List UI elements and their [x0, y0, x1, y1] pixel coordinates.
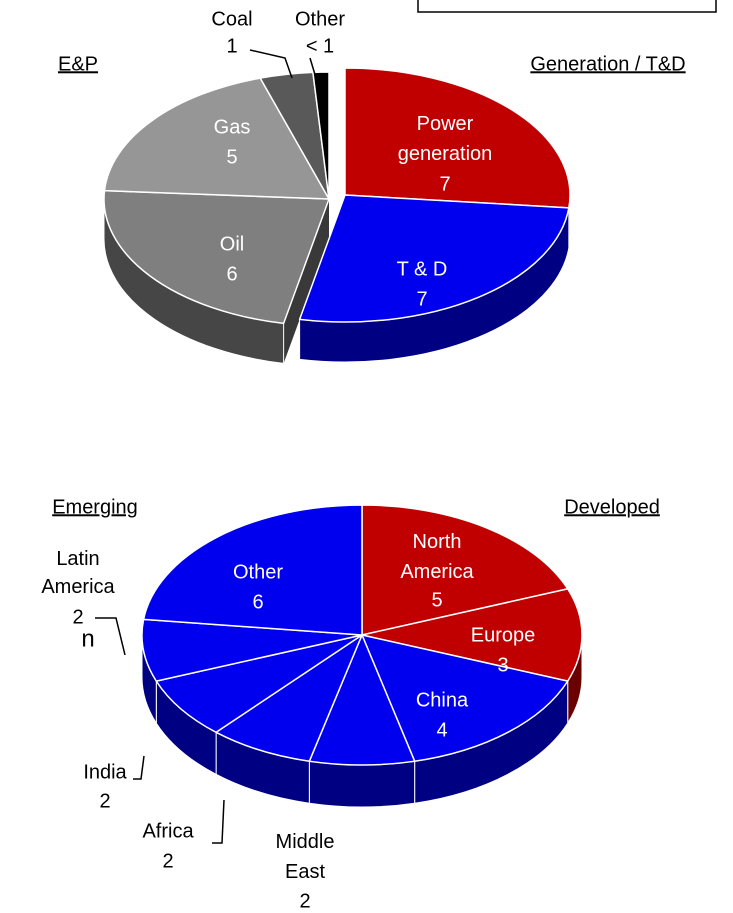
leader-line — [133, 755, 145, 780]
leader-line — [309, 57, 317, 79]
slice-label: Gas — [214, 116, 251, 138]
group-label: Developed — [564, 496, 660, 518]
value-label: 6 — [252, 591, 263, 613]
slice-label: China — [416, 689, 469, 711]
value-label: 1 — [226, 35, 237, 57]
slice — [103, 77, 330, 200]
slice-side — [308, 760, 416, 808]
slice-label: Power generation — [398, 113, 493, 165]
value-label: 2 — [99, 790, 110, 812]
legend-box — [417, 0, 717, 13]
leader-line — [249, 49, 293, 79]
slice-label: Latin America — [41, 548, 115, 598]
slice-cut — [283, 199, 329, 364]
value-label: 7 — [416, 288, 427, 310]
value-label: 3 — [497, 654, 508, 676]
slice — [142, 504, 363, 636]
slice — [298, 194, 570, 323]
value-label: 7 — [439, 173, 450, 195]
slice — [312, 71, 330, 200]
value-label: 2 — [72, 606, 83, 628]
group-label: Generation / T&D — [530, 53, 685, 75]
value-label: 4 — [436, 719, 447, 741]
leader-line — [95, 617, 126, 656]
slice — [141, 618, 363, 682]
slice — [155, 634, 363, 734]
slice — [103, 189, 330, 325]
edge-text: n — [81, 625, 94, 652]
slice-label: Coal — [211, 8, 252, 30]
group-label: E&P — [58, 53, 98, 75]
slice — [215, 634, 363, 762]
slice — [361, 588, 583, 682]
slice — [308, 634, 416, 766]
slice-label: Other — [295, 8, 345, 30]
slice-label: India — [83, 761, 127, 783]
slice-label: Middle East — [276, 831, 335, 883]
slice-label: Other — [233, 561, 283, 583]
value-label: 6 — [226, 263, 237, 285]
slice-label: T & D — [397, 258, 448, 280]
slice — [361, 504, 569, 636]
slice — [361, 634, 569, 762]
slice-label: Africa — [142, 820, 194, 842]
value-label: 5 — [431, 589, 442, 611]
value-label: 2 — [162, 850, 173, 872]
slice — [344, 67, 571, 209]
value-label: < 1 — [306, 35, 334, 57]
leader-line — [212, 799, 225, 844]
slice-label: Oil — [220, 233, 244, 255]
value-label: 5 — [226, 146, 237, 168]
value-label: 2 — [299, 890, 310, 912]
slice-label: Europe — [471, 624, 536, 646]
group-label: Emerging — [52, 496, 138, 518]
slice-label: North America — [400, 531, 474, 583]
